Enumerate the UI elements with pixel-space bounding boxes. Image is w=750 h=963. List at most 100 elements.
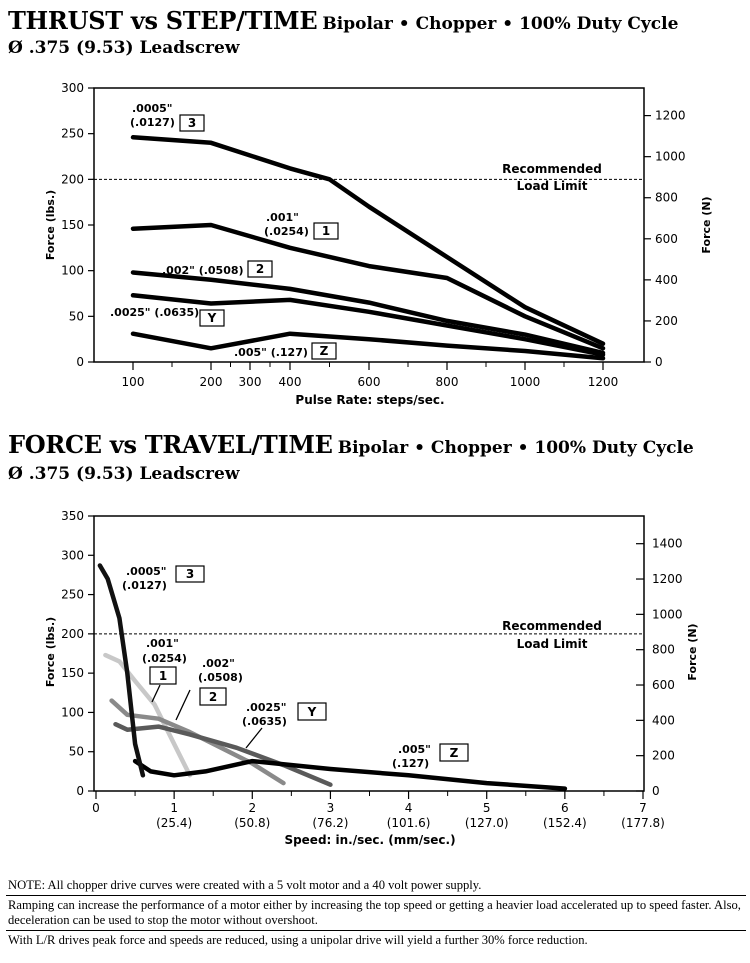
chart2-xtick-label: 7 xyxy=(639,801,647,815)
chart2-ytick-right-label: 800 xyxy=(652,643,675,657)
chart2-xtick-sublabel: (177.8) xyxy=(621,816,665,830)
chart1-subtitle: Bipolar • Chopper • 100% Duty Cycle xyxy=(322,14,679,34)
chart2-label-box-z xyxy=(439,743,469,762)
chart1-xlabel: Pulse Rate: steps/sec. xyxy=(295,393,444,407)
chart1-ytick-label: 200 xyxy=(61,172,84,186)
chart1-series-1 xyxy=(130,222,606,351)
chart2-xtick-label: 0 xyxy=(92,801,100,815)
chart2-ytick-label: 250 xyxy=(61,588,84,602)
chart1-label-box-z xyxy=(311,342,337,360)
chart2-annot-3-a: .0005" xyxy=(126,565,167,578)
chart2-ytick-right-label: 600 xyxy=(652,678,675,692)
chart2-xtick-label: 5 xyxy=(483,801,491,815)
chart1-xtick-label: 1200 xyxy=(588,375,619,389)
chart1-xtick-label: 200 xyxy=(200,375,223,389)
chart2-ylabel-right: Force (N) xyxy=(686,623,699,680)
chart2-load-limit-label-1: Recommended xyxy=(502,619,602,633)
chart2-load-limit-label-2: Load Limit xyxy=(517,637,588,651)
chart1-annot-z: .005" (.127) xyxy=(234,346,308,359)
chart1-annot-2: .002" (.0508) xyxy=(162,264,244,277)
chart1-annot-1-b: (.0254) xyxy=(264,225,309,238)
chart1-label-box-2 xyxy=(247,260,273,278)
chart2-xtick-label: 3 xyxy=(327,801,335,815)
chart2-xtick-sublabel: (152.4) xyxy=(543,816,587,830)
chart1-label-1: 1 xyxy=(322,224,330,238)
chart1-xtick-label: 400 xyxy=(279,375,302,389)
chart1-xtick-label: 300 xyxy=(239,375,262,389)
chart1-ytick-right-label: 200 xyxy=(655,314,678,328)
chart1-ytick-right-label: 600 xyxy=(655,232,678,246)
chart2-label-box-3 xyxy=(175,565,205,583)
chart1-xtick-label: 800 xyxy=(436,375,459,389)
chart2-ytick-label: 200 xyxy=(61,627,84,641)
chart2-subtitle: Bipolar • Chopper • 100% Duty Cycle xyxy=(337,438,694,458)
chart1-leadscrew: Ø .375 (9.53) Leadscrew xyxy=(8,38,240,58)
chart2-annot-y-b: (.0635) xyxy=(242,715,287,728)
chart2-title-row: FORCE vs TRAVEL/TIME Bipolar • Chopper •… xyxy=(8,430,694,459)
chart1-annot-3-b: (.0127) xyxy=(130,116,175,129)
chart1-ylabel: Force (lbs.) xyxy=(44,190,57,260)
chart1-ytick-right-label: 800 xyxy=(655,191,678,205)
chart2-label-box-1 xyxy=(149,666,177,685)
chart1-title: THRUST vs STEP/TIME xyxy=(8,6,318,35)
chart1-label-box-3 xyxy=(179,114,205,132)
chart2-ytick-label: 350 xyxy=(61,509,84,523)
chart2-label-box-y xyxy=(297,702,327,721)
chart1-series-3 xyxy=(130,135,606,346)
chart2-leadscrew: Ø .375 (9.53) Leadscrew xyxy=(8,464,240,484)
chart1-series-2 xyxy=(130,270,606,356)
chart2-series-3 xyxy=(97,563,146,778)
chart1-ytick-label: 0 xyxy=(76,355,84,369)
chart1-load-limit-label-1: Recommended xyxy=(502,162,602,176)
chart1-series-z xyxy=(130,331,606,361)
note-1: NOTE: All chopper drive curves were crea… xyxy=(8,878,482,892)
chart1-label-z: Z xyxy=(320,344,329,358)
chart1-ytick-label: 250 xyxy=(61,127,84,141)
chart2-annot-1-b: (.0254) xyxy=(142,652,187,665)
chart2-annot-3-b: (.0127) xyxy=(122,579,167,592)
chart2-ytick-right-label: 1000 xyxy=(652,607,683,621)
chart1-xtick-label: 1000 xyxy=(510,375,541,389)
chart2-ylabel: Force (lbs.) xyxy=(44,617,57,687)
chart2-pointer-1 xyxy=(151,684,161,703)
chart1-ytick-label: 100 xyxy=(61,264,84,278)
chart2-ytick-label: 300 xyxy=(61,548,84,562)
chart1-annot-3-a: .0005" xyxy=(132,102,173,115)
chart2-series-1 xyxy=(103,652,193,778)
chart1-ytick-right-label: 400 xyxy=(655,273,678,287)
chart2-label-1: 1 xyxy=(159,669,167,683)
chart2-xtick-sublabel: (101.6) xyxy=(387,816,431,830)
chart1-label-y: Y xyxy=(207,311,217,325)
chart1-ylabel-right: Force (N) xyxy=(700,196,713,253)
chart2-ytick-label: 50 xyxy=(69,745,84,759)
chart2-label-z: Z xyxy=(450,746,459,760)
chart2-label-y: Y xyxy=(307,705,317,719)
chart2-annot-z-a: .005" xyxy=(398,743,431,756)
chart1-label-box-1 xyxy=(313,222,339,240)
chart1-label-3: 3 xyxy=(188,116,196,130)
chart2-ytick-label: 0 xyxy=(76,784,84,798)
chart1-series-y xyxy=(130,293,606,357)
note-2: Ramping can increase the performance of … xyxy=(6,895,746,930)
chart2-xtick-sublabel: (25.4) xyxy=(156,816,192,830)
chart2-xtick-label: 2 xyxy=(248,801,256,815)
chart1-ytick-label: 150 xyxy=(61,218,84,232)
note-3: With L/R drives peak force and speeds ar… xyxy=(6,930,746,950)
chart2-ytick-right-label: 1400 xyxy=(652,537,683,551)
chart2-ytick-right-label: 200 xyxy=(652,749,675,763)
chart2-series-z xyxy=(132,758,568,791)
chart1-ytick-right-label: 1200 xyxy=(655,109,686,123)
chart2-annot-2-a: .002" xyxy=(202,657,235,670)
chart1-xtick-label: 100 xyxy=(122,375,145,389)
chart2-ytick-right-label: 400 xyxy=(652,713,675,727)
chart1-ytick-label: 300 xyxy=(61,81,84,95)
chart2-xtick-sublabel: (127.0) xyxy=(465,816,509,830)
chart2-annot-1-a: .001" xyxy=(146,637,179,650)
chart1-ytick-label: 50 xyxy=(69,309,84,323)
chart1-ytick-right-label: 1000 xyxy=(655,150,686,164)
chart2-label-box-2 xyxy=(199,687,227,706)
chart2-annot-z-b: (.127) xyxy=(392,757,429,770)
chart2-xlabel: Speed: in./sec. (mm/sec.) xyxy=(284,833,455,847)
chart2-series-y xyxy=(113,721,333,787)
